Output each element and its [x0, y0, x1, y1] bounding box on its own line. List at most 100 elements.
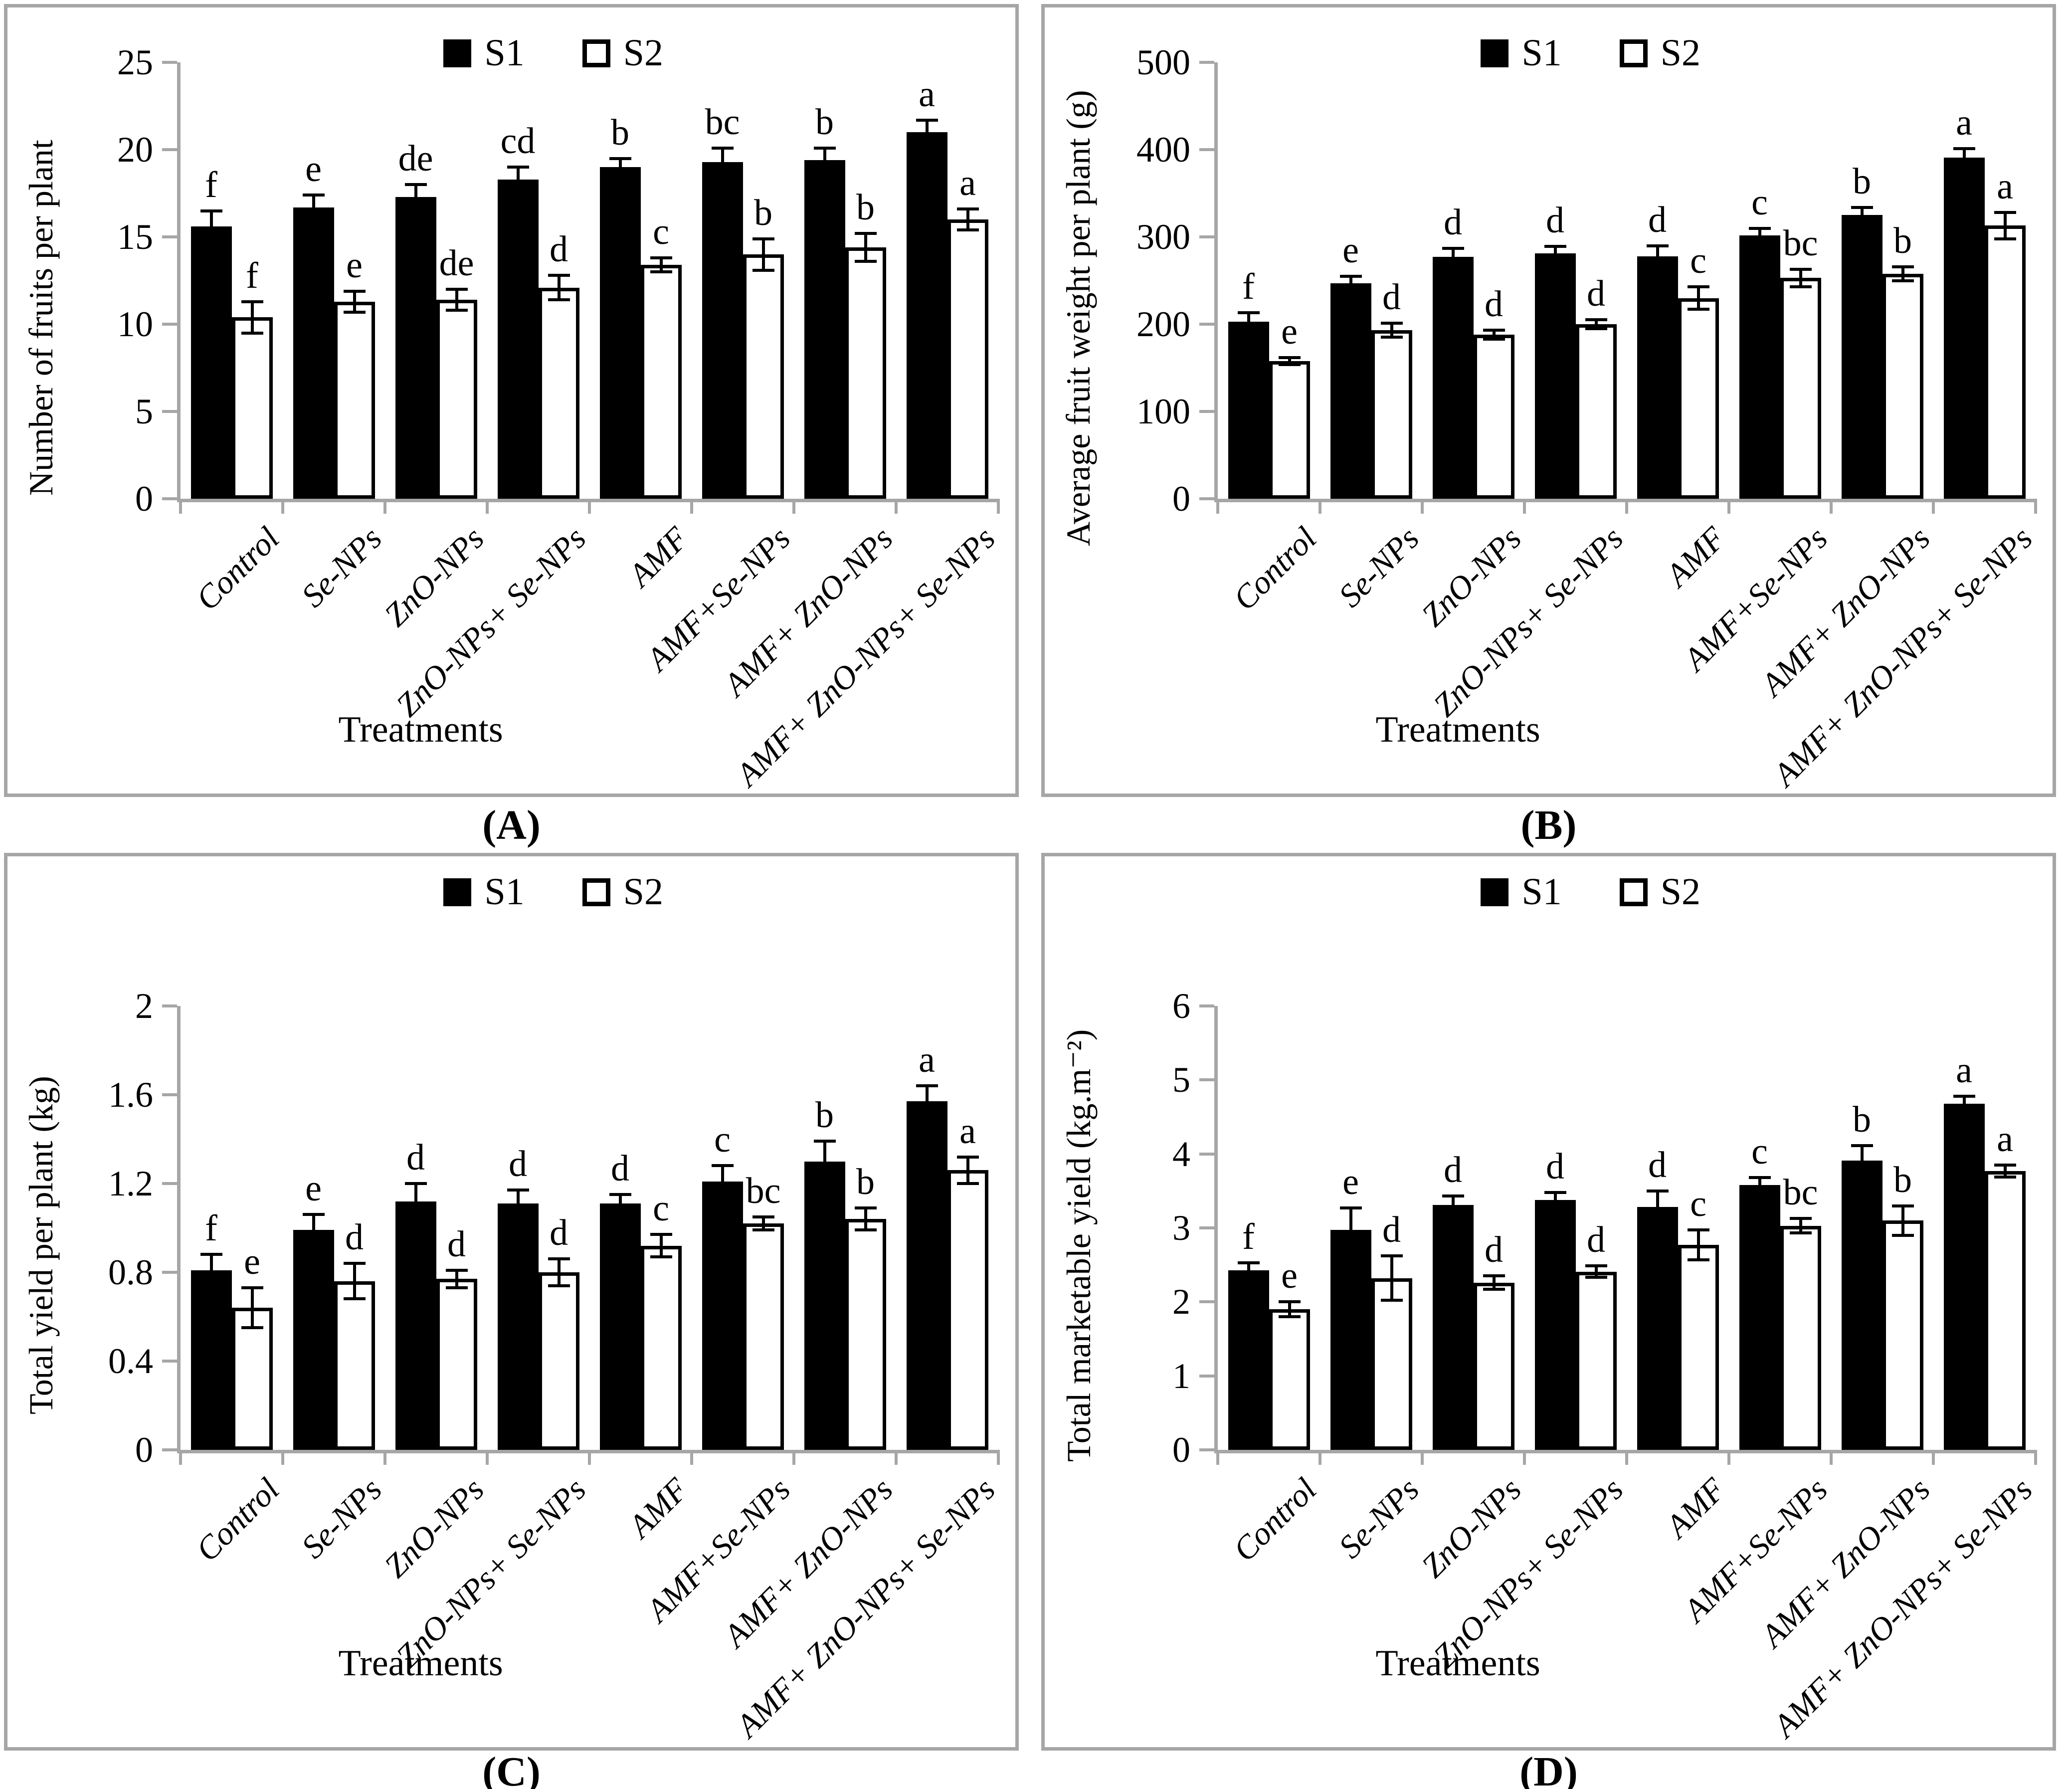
error-bar [414, 1184, 417, 1219]
legend: S1 S2 [1214, 870, 2038, 914]
y-tick [1199, 235, 1214, 238]
error-bar [618, 158, 622, 176]
error-bar-cap-top [548, 274, 570, 277]
y-tick-label: 2 [1172, 1282, 1190, 1322]
significance-letter: d [447, 1223, 466, 1265]
error-bar-cap-bottom [1585, 1276, 1607, 1279]
error-bar [1656, 245, 1659, 267]
significance-letter: d [406, 1137, 425, 1178]
error-bar-cap-top [752, 237, 774, 240]
significance-letter: b [1893, 220, 1912, 261]
x-tick [1727, 1450, 1730, 1465]
bar-s2 [1882, 273, 1923, 499]
x-tick [1625, 499, 1628, 514]
error-bar-cap-top [302, 1213, 325, 1216]
error-bar-cap-top [854, 232, 877, 235]
significance-letter: c [714, 1119, 731, 1161]
significance-letter: b [1853, 1099, 1871, 1141]
significance-letter: b [815, 1095, 834, 1136]
significance-letter: d [1587, 273, 1605, 315]
error-bar-cap-top [404, 1182, 427, 1185]
error-bar [659, 258, 663, 272]
significance-letter: d [1648, 1144, 1667, 1186]
x-tick [486, 1450, 489, 1465]
error-bar-cap-bottom [1646, 265, 1669, 268]
bar-s1 [293, 207, 334, 499]
error-bar-cap-bottom [343, 1297, 366, 1301]
bar-s2 [743, 254, 784, 499]
bar-s1 [1330, 1230, 1371, 1450]
error-bar [1799, 269, 1802, 287]
bar-s2 [1269, 1309, 1310, 1450]
bar-s2 [1371, 330, 1412, 499]
panel-b-caption: (B) [1520, 801, 1577, 848]
y-tick-label: 25 [117, 42, 153, 82]
error-bar [250, 1288, 254, 1328]
legend-label-s2: S2 [1660, 871, 1701, 913]
y-tick-label: 1.6 [108, 1075, 153, 1115]
error-bar-cap-bottom [241, 1326, 263, 1330]
x-tick [997, 499, 1000, 514]
error-bar-cap-bottom [1687, 308, 1709, 311]
error-bar [761, 238, 765, 270]
error-bar-cap-bottom [1339, 288, 1362, 292]
error-bar [209, 210, 213, 242]
y-tick-label: 0 [1172, 479, 1190, 519]
error-bar-cap-bottom [548, 1284, 570, 1287]
significance-letter: e [305, 149, 322, 190]
bar-s2 [231, 317, 273, 499]
error-bar-cap-bottom [302, 218, 325, 221]
bar-s1 [1228, 1270, 1269, 1450]
error-bar [659, 1234, 663, 1257]
significance-letter: d [509, 1144, 527, 1185]
error-bar [312, 1214, 315, 1246]
x-tick [281, 499, 284, 514]
significance-letter: c [1751, 1131, 1768, 1173]
significance-letter: e [244, 1241, 260, 1283]
error-bar-cap-top [711, 1164, 734, 1168]
significance-letter: b [611, 112, 629, 153]
error-bar-cap-top [1278, 356, 1301, 359]
bar-s2 [845, 1219, 886, 1450]
y-tick-label: 500 [1136, 42, 1190, 82]
error-bar [1349, 276, 1352, 290]
bar-s1 [1637, 1207, 1678, 1450]
error-bar [1758, 228, 1761, 242]
significance-letter: f [1242, 266, 1255, 308]
x-tick [1830, 1450, 1833, 1465]
significance-letter: b [815, 101, 834, 143]
y-tick [1199, 148, 1214, 151]
error-bar-cap-bottom [1789, 1231, 1812, 1235]
error-bar-cap-bottom [1237, 329, 1260, 332]
y-tick [162, 497, 177, 500]
significance-letter: d [1382, 1209, 1401, 1251]
error-bar [455, 289, 458, 310]
bar-s2 [1678, 298, 1719, 499]
error-bar-cap-bottom [1442, 264, 1464, 267]
error-bar-cap-top [1687, 285, 1709, 288]
error-bar [312, 195, 315, 219]
error-bar [1451, 248, 1455, 266]
y-tick-label: 2 [135, 986, 153, 1026]
x-tick [1216, 1450, 1219, 1465]
y-tick-label: 0 [1172, 1430, 1190, 1470]
x-tick [1830, 499, 1833, 514]
error-bar-cap-top [711, 146, 734, 150]
error-bar [1390, 323, 1393, 338]
error-bar-cap-bottom [1953, 165, 1975, 168]
y-tick [162, 61, 177, 64]
bar-s2 [1575, 324, 1617, 499]
bar-s2 [334, 1281, 375, 1450]
error-bar [209, 1254, 213, 1286]
significance-letter: d [1546, 1146, 1564, 1187]
bar-s1 [497, 1203, 539, 1450]
error-bar [353, 1263, 356, 1299]
y-tick [162, 410, 177, 413]
legend-label-s1: S1 [1521, 32, 1562, 74]
error-bar-cap-top [1278, 1300, 1301, 1304]
x-tick [1932, 499, 1935, 514]
error-bar-cap-top [548, 1257, 570, 1261]
y-tick-label: 1 [1172, 1356, 1190, 1396]
x-tick [1319, 499, 1321, 514]
error-bar [353, 291, 356, 312]
